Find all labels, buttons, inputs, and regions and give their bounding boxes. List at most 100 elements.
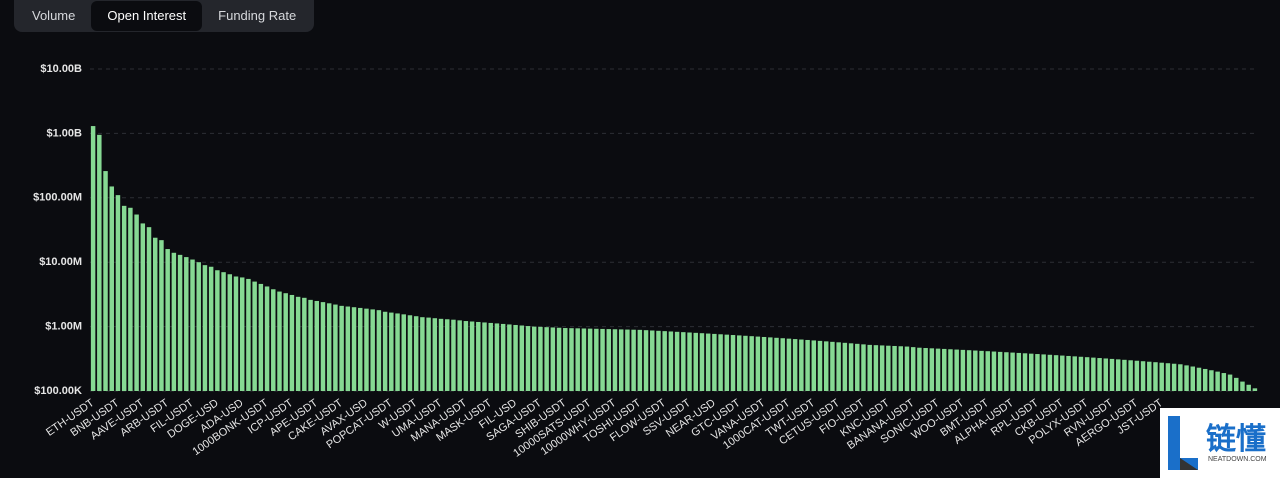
- bar: [140, 223, 146, 391]
- bar: [799, 339, 804, 391]
- bar: [1190, 366, 1196, 391]
- bar: [681, 332, 686, 391]
- bar: [1178, 364, 1183, 391]
- tab-bar: Volume Open Interest Funding Rate: [14, 0, 315, 32]
- bar: [519, 325, 525, 391]
- bar: [1128, 360, 1133, 391]
- bar: [625, 329, 630, 391]
- bar: [283, 293, 288, 391]
- bar: [792, 339, 798, 391]
- y-tick-label: $10.00M: [39, 256, 82, 268]
- bar: [1022, 353, 1028, 391]
- bar: [500, 323, 506, 391]
- watermark: 链懂 NEATDOWN.COM: [1160, 408, 1280, 478]
- y-tick-label: $1.00B: [47, 127, 83, 139]
- bar: [823, 341, 829, 391]
- bar: [587, 328, 593, 391]
- bar: [749, 336, 754, 391]
- bar: [606, 329, 612, 391]
- bar: [1234, 377, 1239, 391]
- bar: [1252, 388, 1258, 391]
- bar: [382, 311, 388, 391]
- bar: [724, 334, 730, 391]
- bar: [121, 205, 127, 391]
- bar: [358, 307, 363, 391]
- bar: [165, 249, 170, 391]
- bar: [643, 330, 649, 391]
- bar: [755, 336, 761, 391]
- bar: [1140, 361, 1146, 391]
- bar: [289, 294, 295, 391]
- bar: [569, 328, 574, 391]
- bar: [134, 214, 139, 391]
- bar: [432, 318, 438, 391]
- bar: [991, 351, 997, 391]
- bar: [668, 331, 674, 391]
- bar: [898, 346, 904, 391]
- bar: [886, 345, 891, 391]
- bar: [1004, 352, 1009, 391]
- bar: [159, 240, 164, 391]
- bar: [960, 349, 966, 391]
- bar: [295, 296, 301, 391]
- bar: [233, 276, 239, 391]
- bar: [966, 350, 972, 391]
- bar: [650, 330, 655, 391]
- bar: [563, 328, 568, 391]
- bar: [768, 337, 773, 391]
- bar: [637, 329, 643, 391]
- bar: [196, 262, 201, 391]
- y-tick-label: $100.00M: [33, 192, 82, 204]
- bar: [302, 297, 307, 391]
- bar: [786, 338, 792, 391]
- bar: [444, 319, 450, 391]
- bar: [426, 317, 431, 391]
- bar: [1084, 357, 1090, 391]
- y-tick-label: $10.00B: [40, 63, 82, 75]
- tab[interactable]: Volume: [32, 8, 76, 23]
- bar: [730, 335, 736, 391]
- bar: [277, 291, 282, 391]
- bar: [612, 329, 618, 391]
- bar: [1115, 359, 1121, 391]
- bar: [413, 316, 419, 391]
- bar: [227, 274, 233, 391]
- bar: [743, 335, 748, 391]
- bar: [208, 266, 214, 391]
- bar: [469, 321, 475, 391]
- bar: [954, 349, 959, 391]
- bar: [482, 322, 487, 391]
- bar: [892, 345, 897, 391]
- bar: [184, 257, 189, 391]
- bar: [463, 321, 469, 391]
- tab[interactable]: Open Interest: [91, 1, 203, 31]
- bar: [867, 344, 872, 391]
- bar: [848, 343, 854, 391]
- bar: [979, 350, 984, 391]
- bar: [152, 237, 158, 391]
- bar: [264, 286, 270, 391]
- bar: [973, 350, 978, 391]
- bar: [761, 336, 767, 391]
- bar: [1215, 371, 1220, 391]
- bar: [904, 346, 910, 391]
- bar: [1147, 361, 1152, 391]
- bar: [581, 328, 587, 391]
- tab[interactable]: Funding Rate: [218, 8, 297, 23]
- bar: [1134, 360, 1140, 391]
- y-tick-label: $100.00K: [34, 385, 82, 397]
- bar: [389, 312, 394, 391]
- bar: [376, 310, 382, 391]
- bar: [326, 303, 332, 391]
- bar: [252, 281, 257, 391]
- bar: [202, 265, 208, 391]
- bar: [1047, 354, 1053, 391]
- bar: [1171, 363, 1177, 391]
- bar: [494, 323, 500, 391]
- bar: [861, 344, 866, 391]
- watermark-subtitle: NEATDOWN.COM: [1208, 456, 1267, 463]
- bar: [1184, 365, 1189, 391]
- bar: [705, 333, 711, 391]
